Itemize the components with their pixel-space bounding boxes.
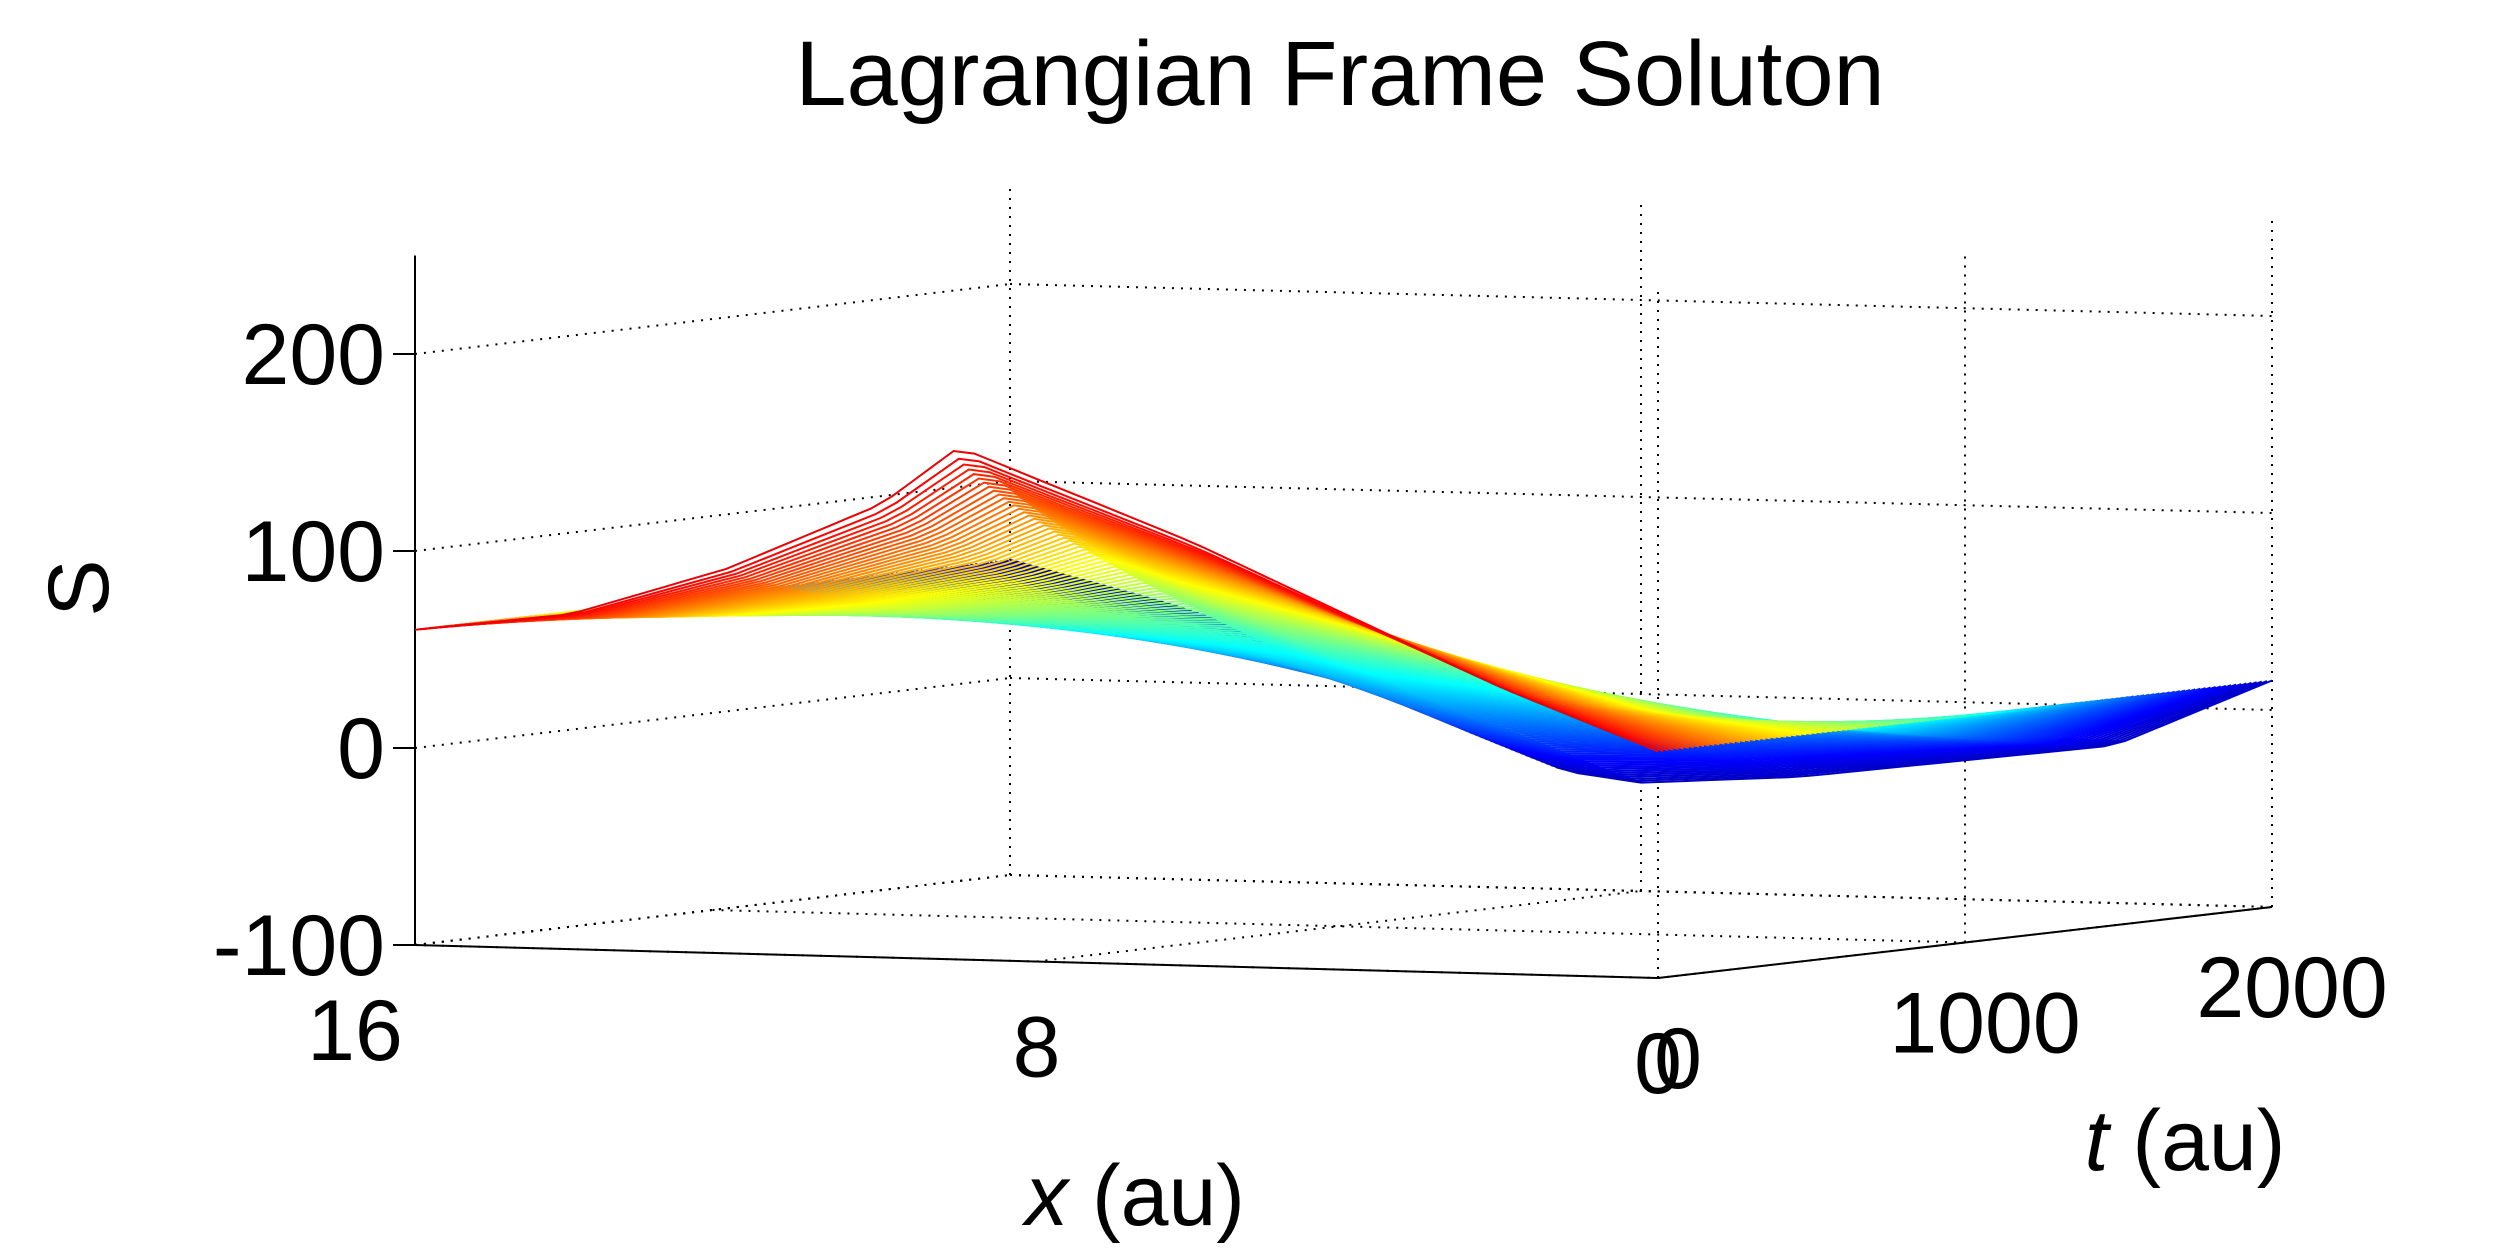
t-tick-label: 1000 (1889, 976, 2080, 1072)
x-tick-labels: 16 8 0 (307, 983, 1682, 1112)
z-axis-label: S (31, 559, 127, 616)
t-tick-label: 0 (1654, 1011, 1702, 1107)
t-axis-label-unit: (au) (2109, 1093, 2286, 1189)
grid-line-x (1036, 890, 1642, 963)
t-axis-label-var: t (2085, 1093, 2112, 1189)
grid-lines (414, 185, 2273, 979)
z-tick-labels: -100 0 100 200 (213, 307, 385, 994)
t-tick-label: 2000 (2196, 940, 2387, 1036)
grid-line-z (414, 283, 1011, 355)
z-tick-label: 200 (242, 307, 386, 403)
t-tick-labels: 2000 1000 0 (1654, 940, 2388, 1107)
grid-line-t (712, 909, 1966, 944)
grid-line-t (414, 944, 1659, 979)
t-axis-label: t (au) (2085, 1093, 2286, 1189)
x-tick-label: 16 (307, 983, 403, 1079)
grid-line-z (414, 480, 1011, 552)
grid-line-z (414, 677, 1011, 749)
grid-line-z (1009, 677, 2273, 711)
x-tick-label: 0 (1634, 1016, 1682, 1112)
surface-line (414, 449, 1659, 753)
x-axis-label-unit: (au) (1068, 1148, 1245, 1244)
grid-line-z (1009, 480, 2273, 514)
z-tick-label: 0 (337, 701, 385, 797)
x-tick-label: 8 (1013, 1000, 1061, 1096)
x-axis-label-var: x (1021, 1148, 1071, 1244)
grid-line-t (1009, 874, 2273, 908)
grid-line-x (414, 874, 1011, 946)
surface-curves (414, 449, 2273, 784)
axes-frame (393, 185, 2273, 979)
x-axis-label: x (au) (1021, 1148, 1245, 1244)
z-tick-label: 100 (242, 504, 386, 600)
chart-title: Lagrangian Frame Soluton (795, 23, 1884, 125)
grid-line-z (1009, 283, 2273, 317)
z-tick-label: -100 (213, 898, 385, 994)
